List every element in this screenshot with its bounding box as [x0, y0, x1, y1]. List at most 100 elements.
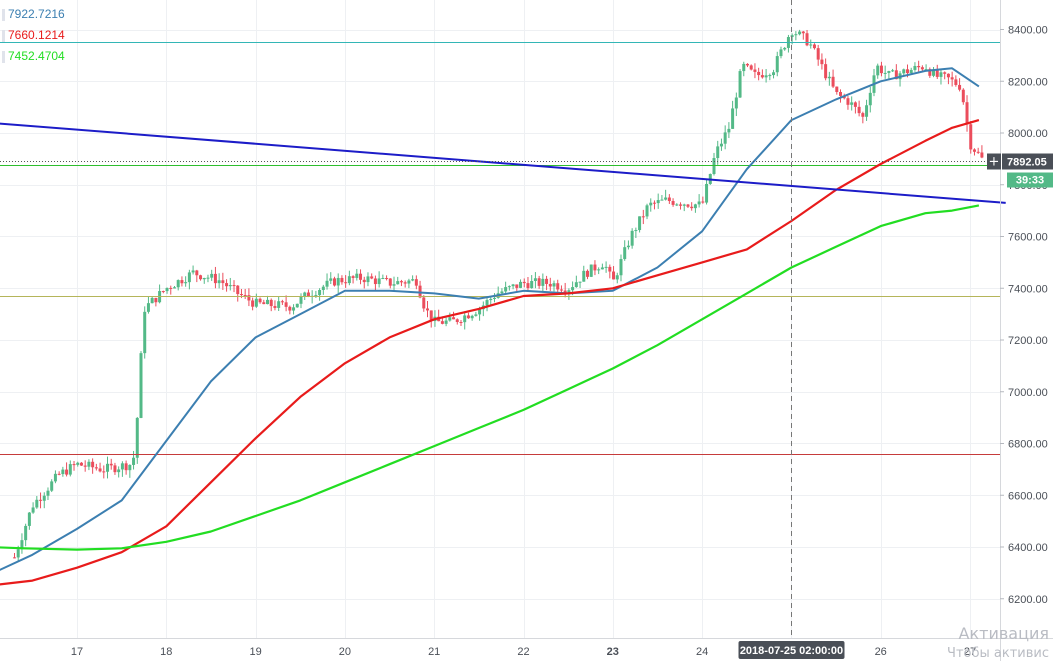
candle-up	[61, 469, 65, 475]
candle-down	[679, 204, 683, 206]
candle-up	[407, 280, 411, 284]
last-price-badge	[1002, 153, 1053, 170]
candle-up	[381, 278, 385, 280]
candle-up	[46, 490, 50, 496]
candle-down	[526, 283, 530, 289]
y-axis: 6200.00 6400.00 6600.00 6800.00 7000.00 7200.…	[1000, 25, 1048, 606]
candle-down	[920, 67, 924, 70]
candle-up	[504, 287, 508, 292]
y-tick-label: 6400.00	[1008, 542, 1048, 554]
candle-down	[835, 86, 839, 92]
candle-up	[117, 469, 121, 473]
x-tick-label: 20	[339, 646, 351, 658]
candle-up	[217, 280, 221, 284]
candle-down	[686, 204, 690, 207]
candle-up	[649, 202, 653, 206]
candle-up	[876, 65, 880, 76]
candle-up	[187, 272, 191, 283]
legend-value-ma-fast: 7922.7216	[8, 7, 65, 21]
candle-up	[87, 461, 91, 467]
candle-up	[68, 464, 72, 475]
candle-down	[373, 278, 377, 285]
candle-up	[634, 230, 638, 232]
candle-up	[299, 296, 303, 304]
candle-down	[169, 287, 173, 289]
candle-down	[816, 48, 820, 60]
candle-down	[385, 278, 389, 280]
candle-up	[254, 298, 258, 307]
candle-up	[924, 69, 928, 71]
candle-up	[106, 463, 110, 472]
candle-down	[943, 72, 947, 74]
candle-up	[176, 280, 180, 288]
candle-up	[798, 31, 802, 35]
candle-up	[202, 277, 206, 280]
legend-swatch	[2, 8, 5, 21]
candle-down	[422, 297, 426, 309]
x-tick-label: 26	[875, 646, 887, 658]
candle-up	[697, 201, 701, 205]
y-tick-label: 6800.00	[1008, 439, 1048, 451]
candle-up	[623, 247, 627, 260]
candle-up	[716, 146, 720, 159]
candle-down	[251, 300, 255, 307]
legend-item-ma-mid: 7660.1214	[2, 25, 65, 46]
legend-value-ma-slow: 7452.4704	[8, 49, 65, 63]
candle-down	[239, 294, 243, 296]
y-tick-label: 7200.00	[1008, 335, 1048, 347]
candle-up	[638, 216, 642, 231]
candle-down	[690, 206, 694, 209]
candle-down	[958, 84, 962, 90]
candle-up	[719, 143, 723, 147]
candle-down	[57, 473, 61, 475]
candle-down	[608, 266, 612, 272]
candle-up	[742, 63, 746, 72]
candle-up	[135, 417, 139, 458]
x-tick-label: 18	[160, 646, 172, 658]
y-tick-label: 8400.00	[1008, 25, 1048, 37]
candle-up	[165, 287, 169, 292]
candle-down	[559, 289, 563, 291]
candle-up	[392, 284, 396, 286]
candle-down	[753, 69, 757, 72]
candle-up	[589, 264, 593, 277]
candle-down	[980, 152, 984, 158]
candle-up	[827, 76, 831, 79]
candle-up	[902, 69, 906, 74]
x-tick-label: 22	[517, 646, 529, 658]
candle-up	[883, 72, 887, 74]
candle-down	[65, 469, 69, 475]
candle-up	[723, 132, 727, 144]
candle-up	[277, 301, 281, 308]
candle-down	[522, 281, 526, 284]
candle-up	[868, 92, 872, 106]
x-tick-label: 17	[71, 646, 83, 658]
x-tick-label: 23	[607, 646, 619, 658]
candle-down	[83, 465, 87, 467]
candle-down	[652, 202, 656, 204]
candle-up	[660, 199, 664, 201]
candle-up	[366, 276, 370, 283]
candle-up	[850, 102, 854, 105]
candle-down	[221, 280, 225, 284]
candle-up	[206, 277, 210, 279]
candle-up	[314, 295, 318, 297]
candle-down	[340, 277, 344, 283]
candle-up	[656, 200, 660, 204]
candle-down	[641, 216, 645, 218]
candle-up	[76, 462, 80, 465]
candle-down	[894, 70, 898, 80]
candle-up	[790, 35, 794, 38]
candle-down	[950, 77, 954, 80]
candle-down	[824, 64, 828, 79]
candle-down	[213, 273, 217, 284]
candle-down	[109, 463, 113, 466]
candle-up	[932, 70, 936, 76]
candle-up	[615, 275, 619, 280]
candle-down	[370, 276, 374, 279]
y-tick-label: 8200.00	[1008, 76, 1048, 88]
candle-up	[731, 108, 735, 129]
candle-down	[905, 69, 909, 74]
y-tick-label: 7400.00	[1008, 283, 1048, 295]
